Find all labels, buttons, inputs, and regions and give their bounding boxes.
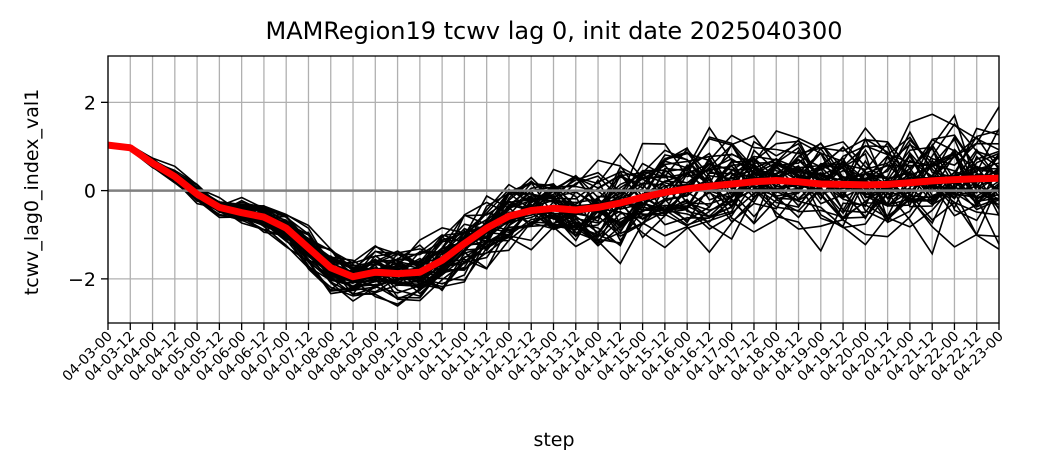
y-tick-label: 2 bbox=[84, 92, 96, 114]
ensemble-member-line bbox=[107, 144, 1000, 298]
x-axis-label: step bbox=[533, 429, 574, 451]
y-tick-label: −2 bbox=[68, 269, 96, 291]
ensemble-member-line bbox=[107, 130, 1000, 291]
ensemble-member-line bbox=[107, 135, 1000, 280]
chart-title: MAMRegion19 tcwv lag 0, init date 202504… bbox=[265, 17, 842, 45]
y-tick-label: 0 bbox=[84, 181, 96, 203]
y-axis-label: tcwv_lag0_index_val1 bbox=[21, 89, 43, 296]
x-axis-ticks: 04-03-0004-03-1204-04-0004-04-1204-05-00… bbox=[60, 323, 1007, 385]
y-axis-ticks: −2 0 2 bbox=[68, 92, 108, 291]
ensemble-mean-line bbox=[107, 141, 1000, 281]
ensemble-member-line bbox=[107, 144, 1000, 264]
